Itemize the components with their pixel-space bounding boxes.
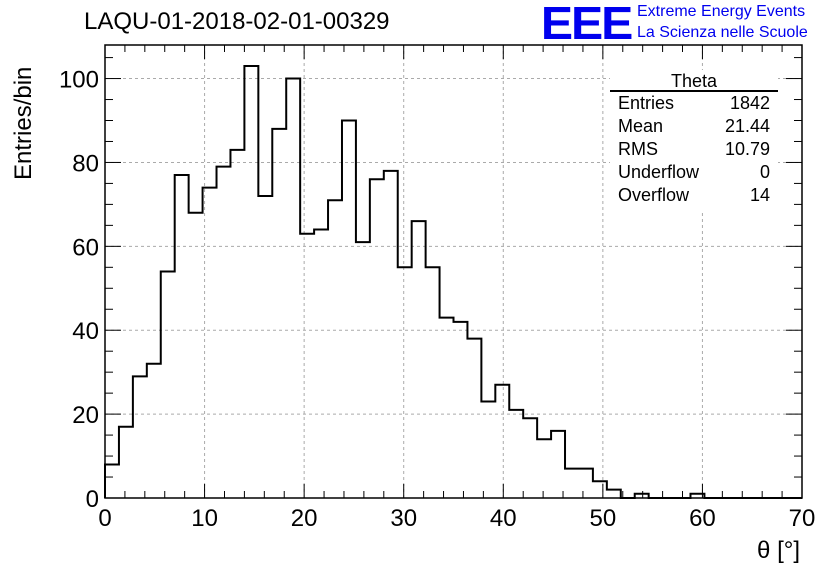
stats-label: Overflow [618,185,690,205]
x-tick-label: 10 [191,505,218,532]
histogram-bin [607,490,621,498]
histogram-bin [509,410,523,498]
stats-label: Entries [618,93,675,113]
y-axis-label: Entries/bin [10,67,37,180]
y-tick-label: 40 [72,318,99,345]
plot-frame [104,44,803,499]
histogram-step-line [104,64,802,499]
grid-lines [105,45,802,498]
histogram-bin [356,242,370,498]
x-tick-label: 60 [689,505,716,532]
histogram-bin [579,469,593,498]
x-tick-label: 20 [291,505,318,532]
x-tick-label: 50 [590,505,617,532]
histogram-bin [161,272,175,499]
x-axis-label: θ [°] [757,537,800,564]
x-tick-label: 40 [490,505,517,532]
x-tick-label: 30 [390,505,417,532]
axis-ticks [104,45,803,499]
histogram-bin [523,418,537,498]
histogram-bin [440,318,454,498]
stats-value: 1842 [729,93,770,113]
histogram-bin [217,167,231,498]
histogram-bin [244,66,258,498]
histogram-bin [230,150,244,498]
histogram-bin [593,481,607,498]
histogram-bin [481,402,495,498]
y-tick-label: 60 [72,234,99,261]
y-tick-label: 80 [72,150,99,177]
histogram-bin [467,339,481,498]
stats-label: RMS [618,139,658,159]
histogram-bin [412,221,426,498]
histogram-bin [551,431,565,498]
histogram-bin [328,200,342,498]
stats-box: Theta Entries 1842 Mean 21.44 RMS 10.79 … [610,70,778,210]
histogram-bin [119,427,133,498]
histogram-bin [384,171,398,498]
eee-logo: EEE [540,0,633,49]
stats-value: 10.79 [724,139,770,159]
x-tick-label: 0 [98,505,111,532]
histogram-bin [175,175,189,498]
y-tick-label: 20 [72,402,99,429]
stats-value: 0 [759,162,770,182]
stats-value: 21.44 [724,116,770,136]
histogram-bin [203,188,217,498]
stats-row-entries: Entries 1842 [618,93,770,115]
stats-row-mean: Mean 21.44 [618,116,770,138]
histogram-bin [398,267,412,498]
histogram-bin [133,376,147,498]
tick-labels: 0 10 20 30 40 50 60 70 0 20 40 60 80 100 [59,67,815,532]
y-tick-label: 0 [86,486,99,513]
histogram-bin [258,196,272,498]
histogram-bin [537,439,551,498]
histogram-bin [314,230,328,498]
chart-title: LAQU-01-2018-02-01-00329 [84,8,390,35]
stats-label: Underflow [618,162,700,182]
histogram-bin [565,469,579,498]
stats-divider [610,90,778,92]
histogram-bin [272,129,286,498]
histogram-bin [286,79,300,498]
stats-row-overflow: Overflow 14 [618,185,770,207]
stats-row-rms: RMS 10.79 [618,139,770,161]
logo-subtitle-2: La Scienza nelle Scuole [637,24,808,41]
x-tick-label: 70 [789,505,816,532]
histogram-outline [104,64,802,499]
stats-row-underflow: Underflow 0 [618,162,770,184]
stats-value: 14 [749,185,770,205]
histogram-bin [147,364,161,498]
histogram-bin [189,213,203,498]
histogram-bin [454,322,468,498]
logo-subtitle-1: Extreme Energy Events [637,3,806,20]
histogram-bin [300,234,314,498]
histogram-bin [105,464,119,498]
stats-title: Theta [670,71,718,91]
stats-label: Mean [618,116,664,136]
histogram-bin [342,121,356,499]
y-tick-label: 100 [59,67,99,94]
histogram-bin [495,385,509,498]
histogram-bin [426,267,440,498]
histogram-bin [370,179,384,498]
